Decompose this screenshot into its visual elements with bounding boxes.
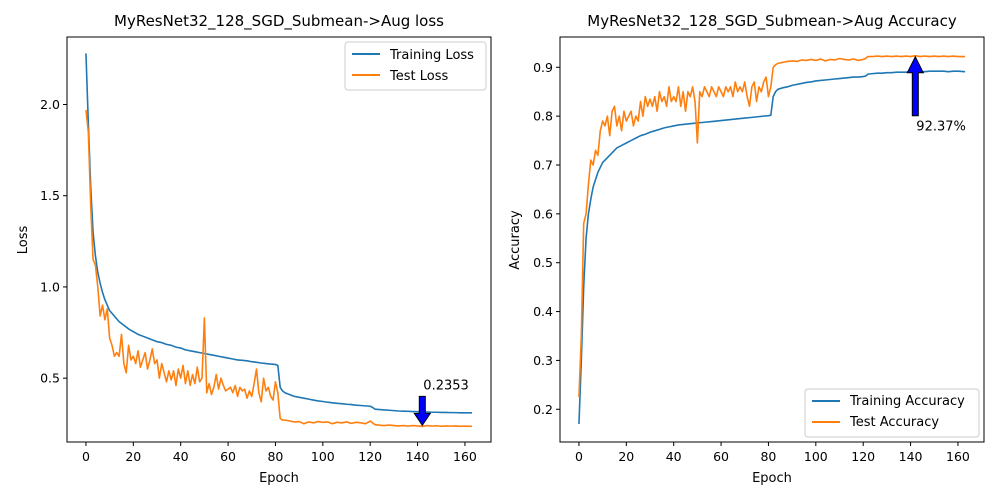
loss-ticks: 0 20 40 60 80 100 120 140 160 0.5 1.0 1.5 2.0 xyxy=(40,97,477,464)
y-tick-label: 0.8 xyxy=(533,109,553,124)
x-tick-label: 0 xyxy=(575,449,583,464)
y-tick-label: 1.0 xyxy=(40,279,60,294)
loss-legend-box xyxy=(344,41,487,91)
x-tick-label: 40 xyxy=(666,449,682,464)
accuracy-legend-box xyxy=(804,388,980,438)
loss-chart: MyResNet32_128_SGD_Submean->Aug loss 0 20… xyxy=(16,12,492,486)
loss-plot-area xyxy=(85,53,473,428)
x-tick-label: 100 xyxy=(804,449,828,464)
y-tick-label: 0.4 xyxy=(533,304,553,319)
loss-min-annotation: 0.2353 xyxy=(413,378,469,427)
x-tick-label: 140 xyxy=(406,449,430,464)
x-tick-label: 160 xyxy=(453,449,477,464)
loss-x-axis-label: Epoch xyxy=(259,471,299,486)
x-tick-label: 40 xyxy=(173,449,189,464)
y-tick-label: 0.3 xyxy=(533,353,553,368)
loss-legend: Training Loss Test Loss xyxy=(344,41,487,91)
y-tick-label: 1.5 xyxy=(40,188,60,203)
x-tick-label: 100 xyxy=(311,449,335,464)
x-tick-label: 60 xyxy=(220,449,236,464)
loss-y-axis-label: Loss xyxy=(16,226,31,255)
loss-min-arrow xyxy=(413,395,432,427)
y-tick-label: 0.9 xyxy=(533,60,553,75)
legend-label-training-accuracy: Training Accuracy xyxy=(849,394,965,409)
loss-min-annotation-text: 0.2353 xyxy=(423,378,469,393)
series-line-test-accuracy xyxy=(578,54,966,398)
accuracy-chart-title: MyResNet32_128_SGD_Submean->Aug Accuracy xyxy=(587,12,957,31)
accuracy-max-annotation-text: 92.37% xyxy=(916,120,966,135)
x-tick-label: 20 xyxy=(125,449,141,464)
accuracy-max-arrow xyxy=(906,55,925,117)
loss-chart-title: MyResNet32_128_SGD_Submean->Aug loss xyxy=(114,12,444,31)
x-tick-label: 120 xyxy=(851,449,875,464)
accuracy-chart: MyResNet32_128_SGD_Submean->Aug Accuracy… xyxy=(508,12,985,486)
legend-label-test-accuracy: Test Accuracy xyxy=(849,415,939,430)
accuracy-legend: Training Accuracy Test Accuracy xyxy=(804,388,980,438)
accuracy-y-axis-label: Accuracy xyxy=(508,210,523,270)
x-tick-label: 160 xyxy=(946,449,970,464)
accuracy-x-axis-label: Epoch xyxy=(752,471,792,486)
x-tick-label: 60 xyxy=(713,449,729,464)
y-tick-label: 0.7 xyxy=(533,157,553,172)
legend-label-test-loss: Test Loss xyxy=(389,69,448,84)
x-tick-label: 80 xyxy=(267,449,283,464)
x-tick-label: 120 xyxy=(358,449,382,464)
series-line-training-accuracy xyxy=(578,70,966,424)
series-line-training-loss xyxy=(85,53,473,414)
y-tick-label: 0.5 xyxy=(533,255,553,270)
y-tick-label: 2.0 xyxy=(40,97,60,112)
x-tick-label: 20 xyxy=(618,449,634,464)
y-tick-label: 0.2 xyxy=(533,402,553,417)
x-tick-label: 80 xyxy=(760,449,776,464)
accuracy-ticks: 0 20 40 60 80 100 120 140 160 0.2 0.3 0.4 0.5 0.6 0.7 0… xyxy=(533,60,970,464)
series-line-test-loss xyxy=(85,109,473,428)
y-tick-label: 0.5 xyxy=(40,371,60,386)
accuracy-plot-area xyxy=(578,54,966,424)
y-tick-label: 0.6 xyxy=(533,206,553,221)
accuracy-axes-frame xyxy=(559,36,985,443)
accuracy-max-annotation: 92.37% xyxy=(906,55,966,135)
x-tick-label: 140 xyxy=(899,449,923,464)
loss-axes-frame xyxy=(66,36,492,443)
legend-label-training-loss: Training Loss xyxy=(389,48,474,63)
x-tick-label: 0 xyxy=(82,449,90,464)
